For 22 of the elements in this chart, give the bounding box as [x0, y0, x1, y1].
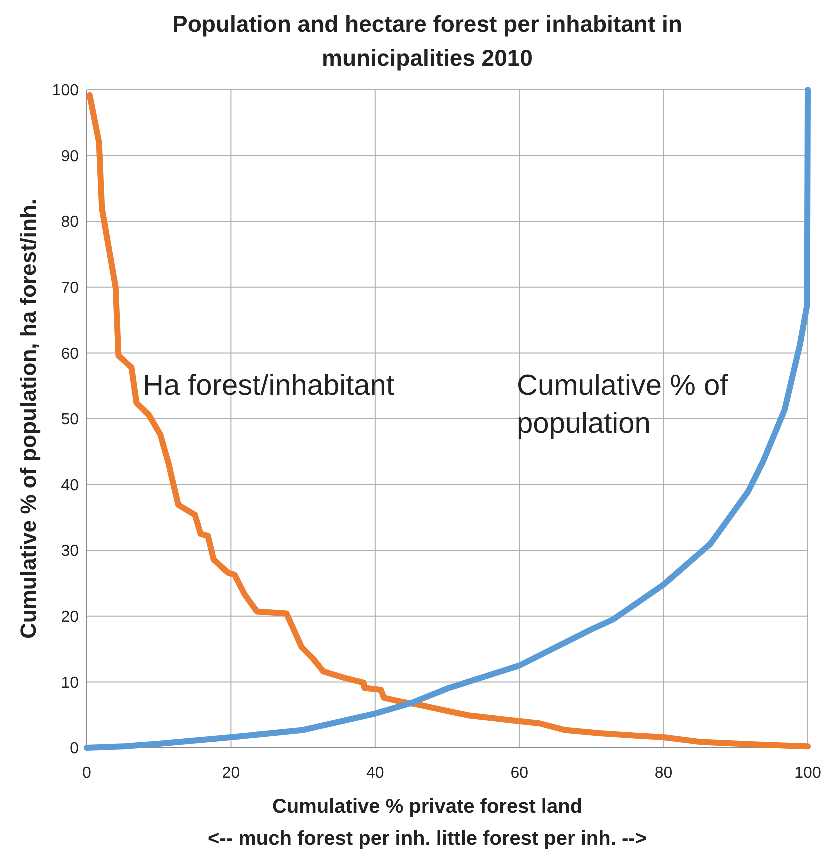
y-tick-label: 70: [61, 280, 80, 297]
y-tick-label: 10: [61, 674, 80, 692]
y-tick-label: 0: [70, 740, 80, 758]
y-tick-label: 90: [61, 148, 80, 166]
x-tick-label: 100: [794, 765, 822, 782]
series-label: Ha forest/inhabitant: [143, 370, 394, 402]
y-tick-label: 60: [61, 346, 80, 363]
y-tick-label: 80: [61, 214, 80, 232]
x-tick-label: 0: [82, 765, 92, 782]
y-axis-title: Cumulative % of population, ha forest/inh.: [16, 198, 41, 640]
x-axis-title: Cumulative % private forest land <-- much forest per inh. little forest per inh. -->: [208, 796, 647, 850]
chart-title: Population and hectare forest per inhabitant in municipalities 2010: [172, 11, 682, 71]
y-tick-label: 20: [61, 609, 80, 626]
y-tick-label: 50: [61, 412, 80, 429]
y-tick-label: 40: [61, 477, 80, 494]
x-tick-label: 20: [222, 765, 240, 782]
y-tick-label: 100: [52, 82, 80, 100]
x-tick-label: 60: [510, 765, 529, 782]
series-label: Cumulative % of population: [517, 370, 730, 440]
x-tick-label: 80: [654, 765, 673, 782]
y-tick-label: 30: [61, 543, 80, 560]
x-tick-label: 40: [366, 765, 384, 782]
